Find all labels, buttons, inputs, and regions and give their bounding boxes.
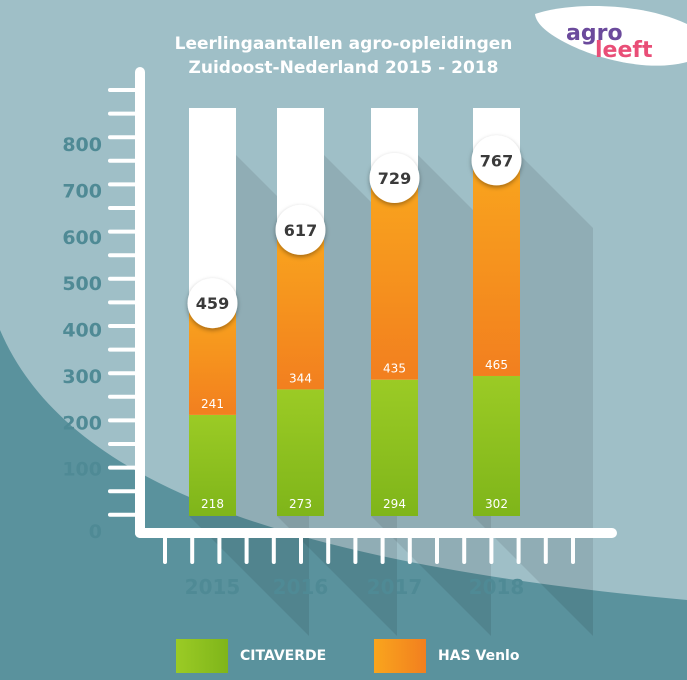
x-tick-label-2017: 2017 [367,575,423,599]
value-label-citaverde-2018: 302 [485,497,508,511]
y-tick-label-0: 0 [89,521,102,543]
x-tick-label-2018: 2018 [469,575,525,599]
value-label-has-venlo-2017: 435 [383,362,406,376]
total-badge-2018 [471,135,522,186]
y-tick-label-400: 400 [62,320,102,342]
y-tick-label-500: 500 [62,273,102,295]
x-tick-label-2016: 2016 [273,575,329,599]
legend-swatch-citaverde [176,639,228,673]
value-label-citaverde-2016: 273 [289,497,312,511]
bar-has-venlo-2016 [277,229,324,390]
total-label-2017: 729 [378,169,411,188]
bar-citaverde-2018 [473,375,520,516]
total-badge-2015 [187,278,238,329]
y-tick-label-800: 800 [62,134,102,156]
chart-title-line-1: Leerlingaantallen agro-opleidingen [174,34,513,54]
total-label-2015: 459 [196,294,229,313]
chart-title-line-2: Zuidoost-Nederland 2015 - 2018 [188,58,499,78]
bar-has-venlo-2017 [371,178,418,380]
total-label-2016: 617 [284,221,317,240]
legend-swatch-has-venlo [374,639,426,673]
legend-label-citaverde: CITAVERDE [240,648,327,664]
y-tick-label-200: 200 [62,412,102,434]
x-tick-label-2015: 2015 [185,575,241,599]
bar-citaverde-2017 [371,379,418,516]
y-tick-label-600: 600 [62,227,102,249]
value-label-citaverde-2017: 294 [383,497,406,511]
bar-citaverde-2016 [277,389,324,516]
value-label-citaverde-2015: 218 [201,497,224,511]
y-tick-label-700: 700 [62,180,102,202]
total-badge-2016 [275,204,326,255]
total-label-2018: 767 [480,151,513,170]
legend-label-has-venlo: HAS Venlo [438,648,520,664]
value-label-has-venlo-2016: 344 [289,371,312,385]
y-tick-label-300: 300 [62,366,102,388]
y-tick-label-100: 100 [62,459,102,481]
logo-text-agro: agro [566,21,623,46]
logo-leaf [535,5,687,66]
total-badge-2017 [369,153,420,204]
background-wave [0,330,687,680]
value-label-has-venlo-2018: 465 [485,358,508,372]
logo-text-leeft: leeft [595,38,653,63]
bar-has-venlo-2018 [473,160,520,376]
bar-citaverde-2015 [189,414,236,516]
value-label-has-venlo-2015: 241 [201,397,224,411]
